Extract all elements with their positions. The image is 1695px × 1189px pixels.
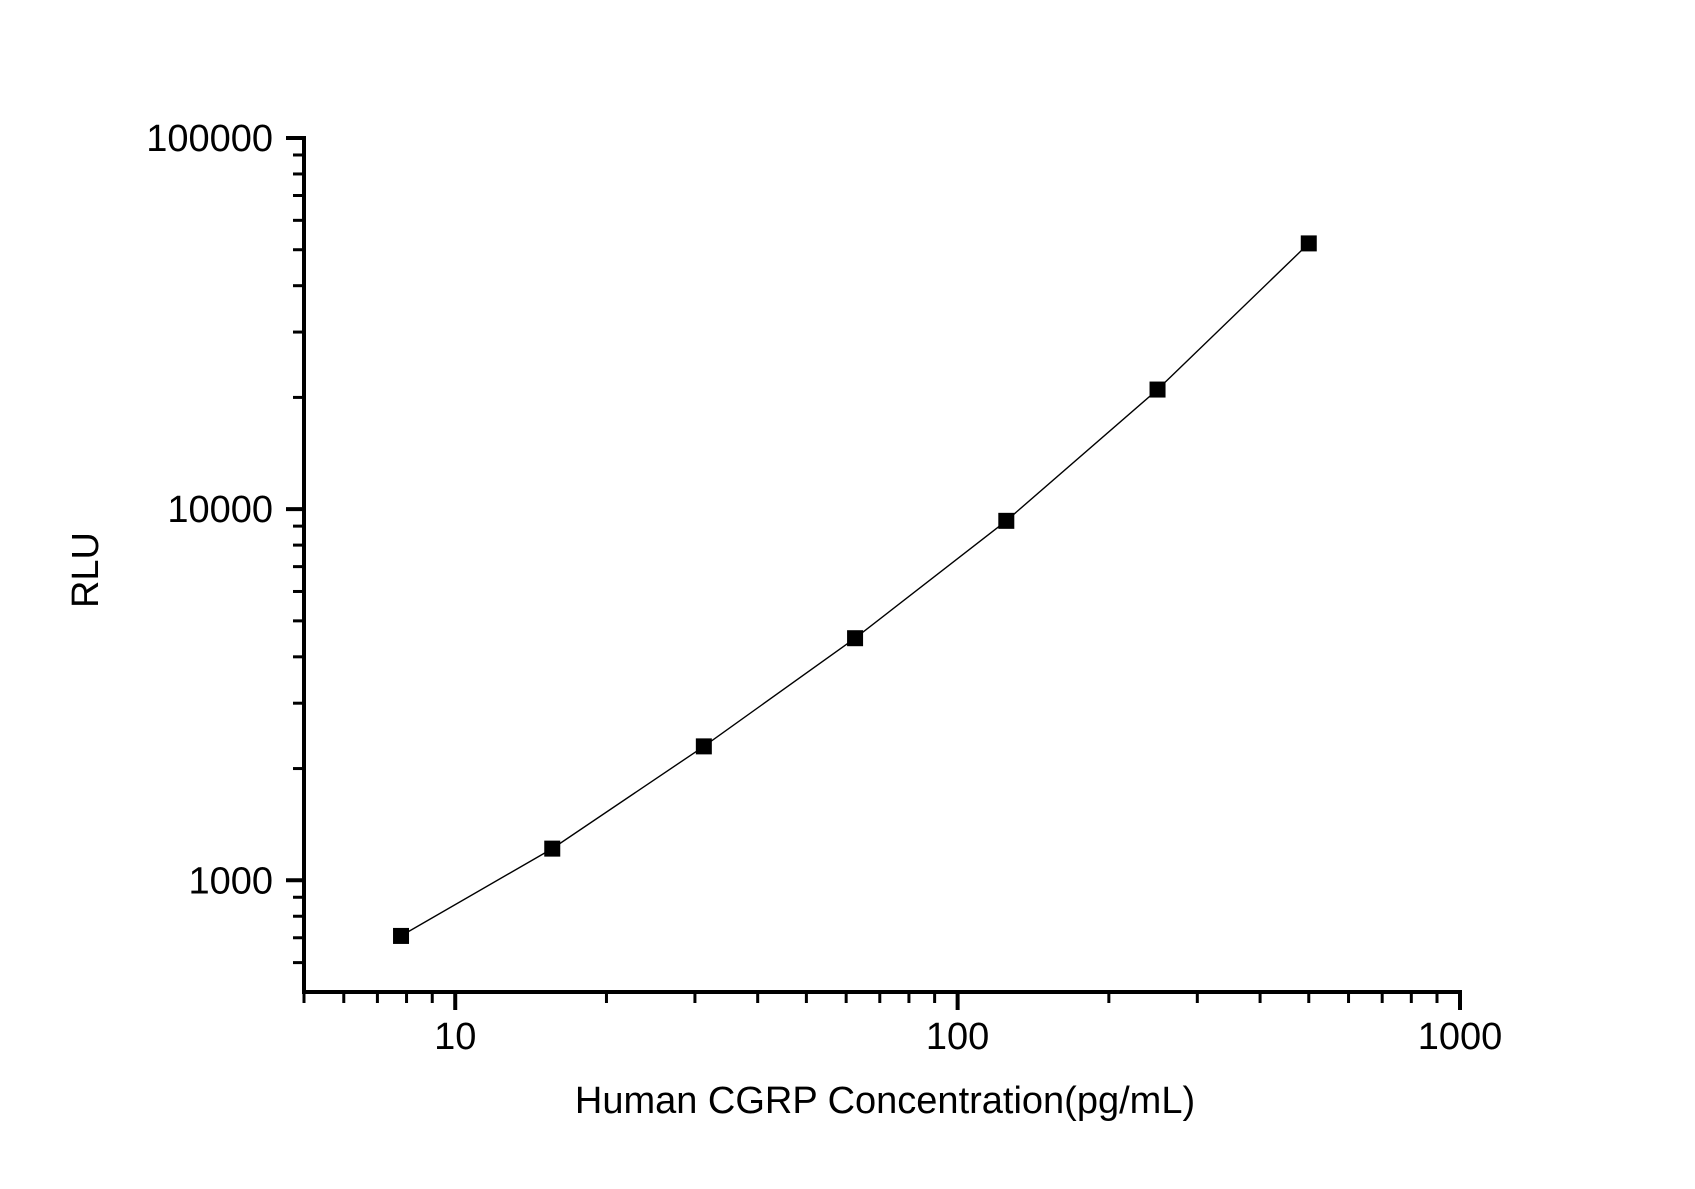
x-axis-tick-label: 10 — [434, 1016, 476, 1058]
data-point-marker — [544, 840, 561, 857]
y-axis-tick-label: 100000 — [146, 118, 273, 160]
x-axis-tick-label: 1000 — [1418, 1016, 1503, 1058]
data-point-marker — [393, 927, 410, 944]
axis-spines — [302, 136, 1462, 994]
plot-painted-layer: 10 100 1000 1000 10000 100000 — [146, 118, 1502, 1058]
y-axis-title: RLU — [65, 532, 107, 608]
standard-curve-line — [400, 242, 1310, 937]
x-axis-title: Human CGRP Concentration(pg/mL) — [575, 1080, 1195, 1122]
data-point-marker — [998, 512, 1015, 529]
y-axis-tick-label: 1000 — [188, 860, 273, 902]
data-point-marker — [1149, 381, 1166, 398]
y-axis-tick-label: 10000 — [167, 489, 273, 531]
x-axis-tick-label: 100 — [926, 1016, 989, 1058]
data-point-marker — [1300, 235, 1317, 252]
data-point-marker — [695, 738, 712, 755]
data-point-marker — [847, 630, 864, 647]
